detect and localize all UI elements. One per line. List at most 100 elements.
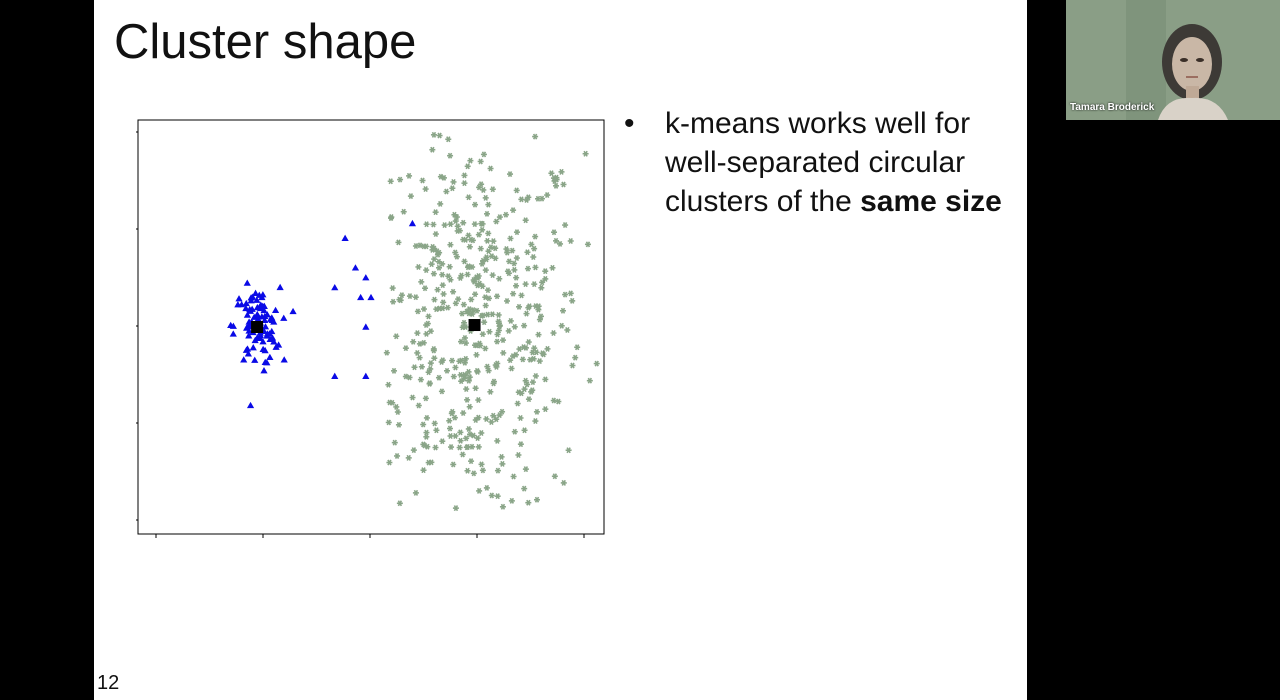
large-cluster-point xyxy=(409,394,416,401)
large-cluster-point xyxy=(482,345,489,352)
star-stroke xyxy=(523,217,528,224)
large-cluster-point xyxy=(393,403,400,410)
large-cluster-point xyxy=(475,443,482,450)
large-cluster-point xyxy=(484,363,491,370)
star-stroke xyxy=(469,264,475,271)
star-stroke xyxy=(470,311,475,318)
star-stroke xyxy=(463,435,469,442)
star-stroke xyxy=(431,221,436,228)
star-stroke xyxy=(512,428,517,435)
large-cluster-point xyxy=(465,425,472,432)
large-cluster-point xyxy=(523,196,530,203)
large-cluster-point xyxy=(463,435,470,442)
star-stroke xyxy=(505,268,511,275)
small-cluster-point xyxy=(246,401,255,409)
star-stroke xyxy=(458,338,464,345)
large-cluster-point xyxy=(525,396,532,403)
star-stroke xyxy=(458,437,463,444)
large-cluster-point xyxy=(488,419,495,426)
large-cluster-point xyxy=(427,365,434,372)
star-stroke xyxy=(442,222,447,229)
star-stroke xyxy=(516,452,521,458)
large-cluster-point xyxy=(506,258,513,265)
star-stroke xyxy=(566,447,571,454)
star-stroke xyxy=(447,425,453,432)
small-cluster-point xyxy=(229,322,237,329)
large-cluster-point xyxy=(416,354,423,361)
large-cluster-point xyxy=(389,399,396,406)
large-cluster-point xyxy=(518,196,525,203)
large-cluster-point xyxy=(439,260,446,267)
star-stroke xyxy=(386,419,391,426)
star-stroke xyxy=(536,331,541,338)
large-cluster-point xyxy=(423,221,430,228)
star-stroke xyxy=(421,306,427,313)
star-stroke xyxy=(522,427,527,434)
large-cluster-point xyxy=(500,349,507,356)
large-cluster-point xyxy=(397,297,404,304)
small-cluster-point xyxy=(244,350,252,357)
small-cluster-point xyxy=(245,332,253,339)
large-cluster-point xyxy=(387,178,394,185)
star-stroke xyxy=(445,304,450,311)
star-stroke xyxy=(533,372,539,379)
small-cluster-outlier xyxy=(362,323,370,330)
star-stroke xyxy=(494,416,499,423)
large-cluster-point xyxy=(431,296,438,303)
large-cluster-point xyxy=(532,264,539,271)
large-cluster-point xyxy=(447,241,454,248)
star-stroke xyxy=(413,294,419,301)
star-stroke xyxy=(391,367,397,374)
large-cluster-point xyxy=(460,219,467,226)
small-cluster-point xyxy=(251,336,259,344)
large-cluster-point xyxy=(532,418,539,425)
star-stroke xyxy=(425,443,430,450)
large-cluster-point xyxy=(560,479,567,486)
participant-name: Tamara Broderick xyxy=(1070,102,1155,113)
star-stroke xyxy=(411,447,417,454)
small-cluster-point xyxy=(247,297,255,304)
star-stroke xyxy=(483,345,488,352)
star-stroke xyxy=(392,439,397,446)
large-cluster-point xyxy=(474,435,481,442)
star-stroke xyxy=(429,261,434,268)
bullet-text-bold: same size xyxy=(860,185,1002,218)
star-stroke xyxy=(539,279,545,286)
large-cluster-point xyxy=(572,354,579,361)
star-stroke xyxy=(523,281,528,288)
star-stroke xyxy=(483,302,488,309)
large-cluster-point xyxy=(465,368,472,375)
star-stroke xyxy=(463,340,469,347)
star-stroke xyxy=(460,451,465,458)
large-cluster-point xyxy=(461,180,468,187)
star-stroke xyxy=(479,220,484,227)
star-stroke xyxy=(561,479,566,486)
large-cluster-point xyxy=(430,270,437,277)
star-stroke xyxy=(479,461,484,468)
star-stroke xyxy=(493,255,498,262)
star-stroke xyxy=(507,357,513,364)
large-cluster-point xyxy=(498,453,505,460)
large-cluster-point xyxy=(540,351,547,358)
star-stroke xyxy=(496,327,502,334)
star-stroke xyxy=(421,467,426,474)
large-cluster-point xyxy=(518,292,525,299)
star-stroke xyxy=(536,306,541,313)
participant-video-tile[interactable]: Tamara Broderick xyxy=(1066,0,1280,120)
star-stroke xyxy=(419,363,425,370)
star-stroke xyxy=(465,163,470,170)
large-cluster-point xyxy=(485,230,492,237)
star-stroke xyxy=(494,293,500,300)
star-stroke xyxy=(514,229,520,236)
star-stroke xyxy=(500,503,506,510)
star-stroke xyxy=(534,408,540,415)
large-cluster-point xyxy=(394,452,401,459)
star-stroke xyxy=(549,170,554,177)
star-stroke xyxy=(507,171,513,178)
large-cluster-point xyxy=(515,452,522,458)
star-stroke xyxy=(399,292,405,299)
star-stroke xyxy=(437,132,442,139)
large-cluster-point xyxy=(420,421,427,428)
large-cluster-point xyxy=(445,136,452,143)
large-cluster-point xyxy=(514,400,521,407)
